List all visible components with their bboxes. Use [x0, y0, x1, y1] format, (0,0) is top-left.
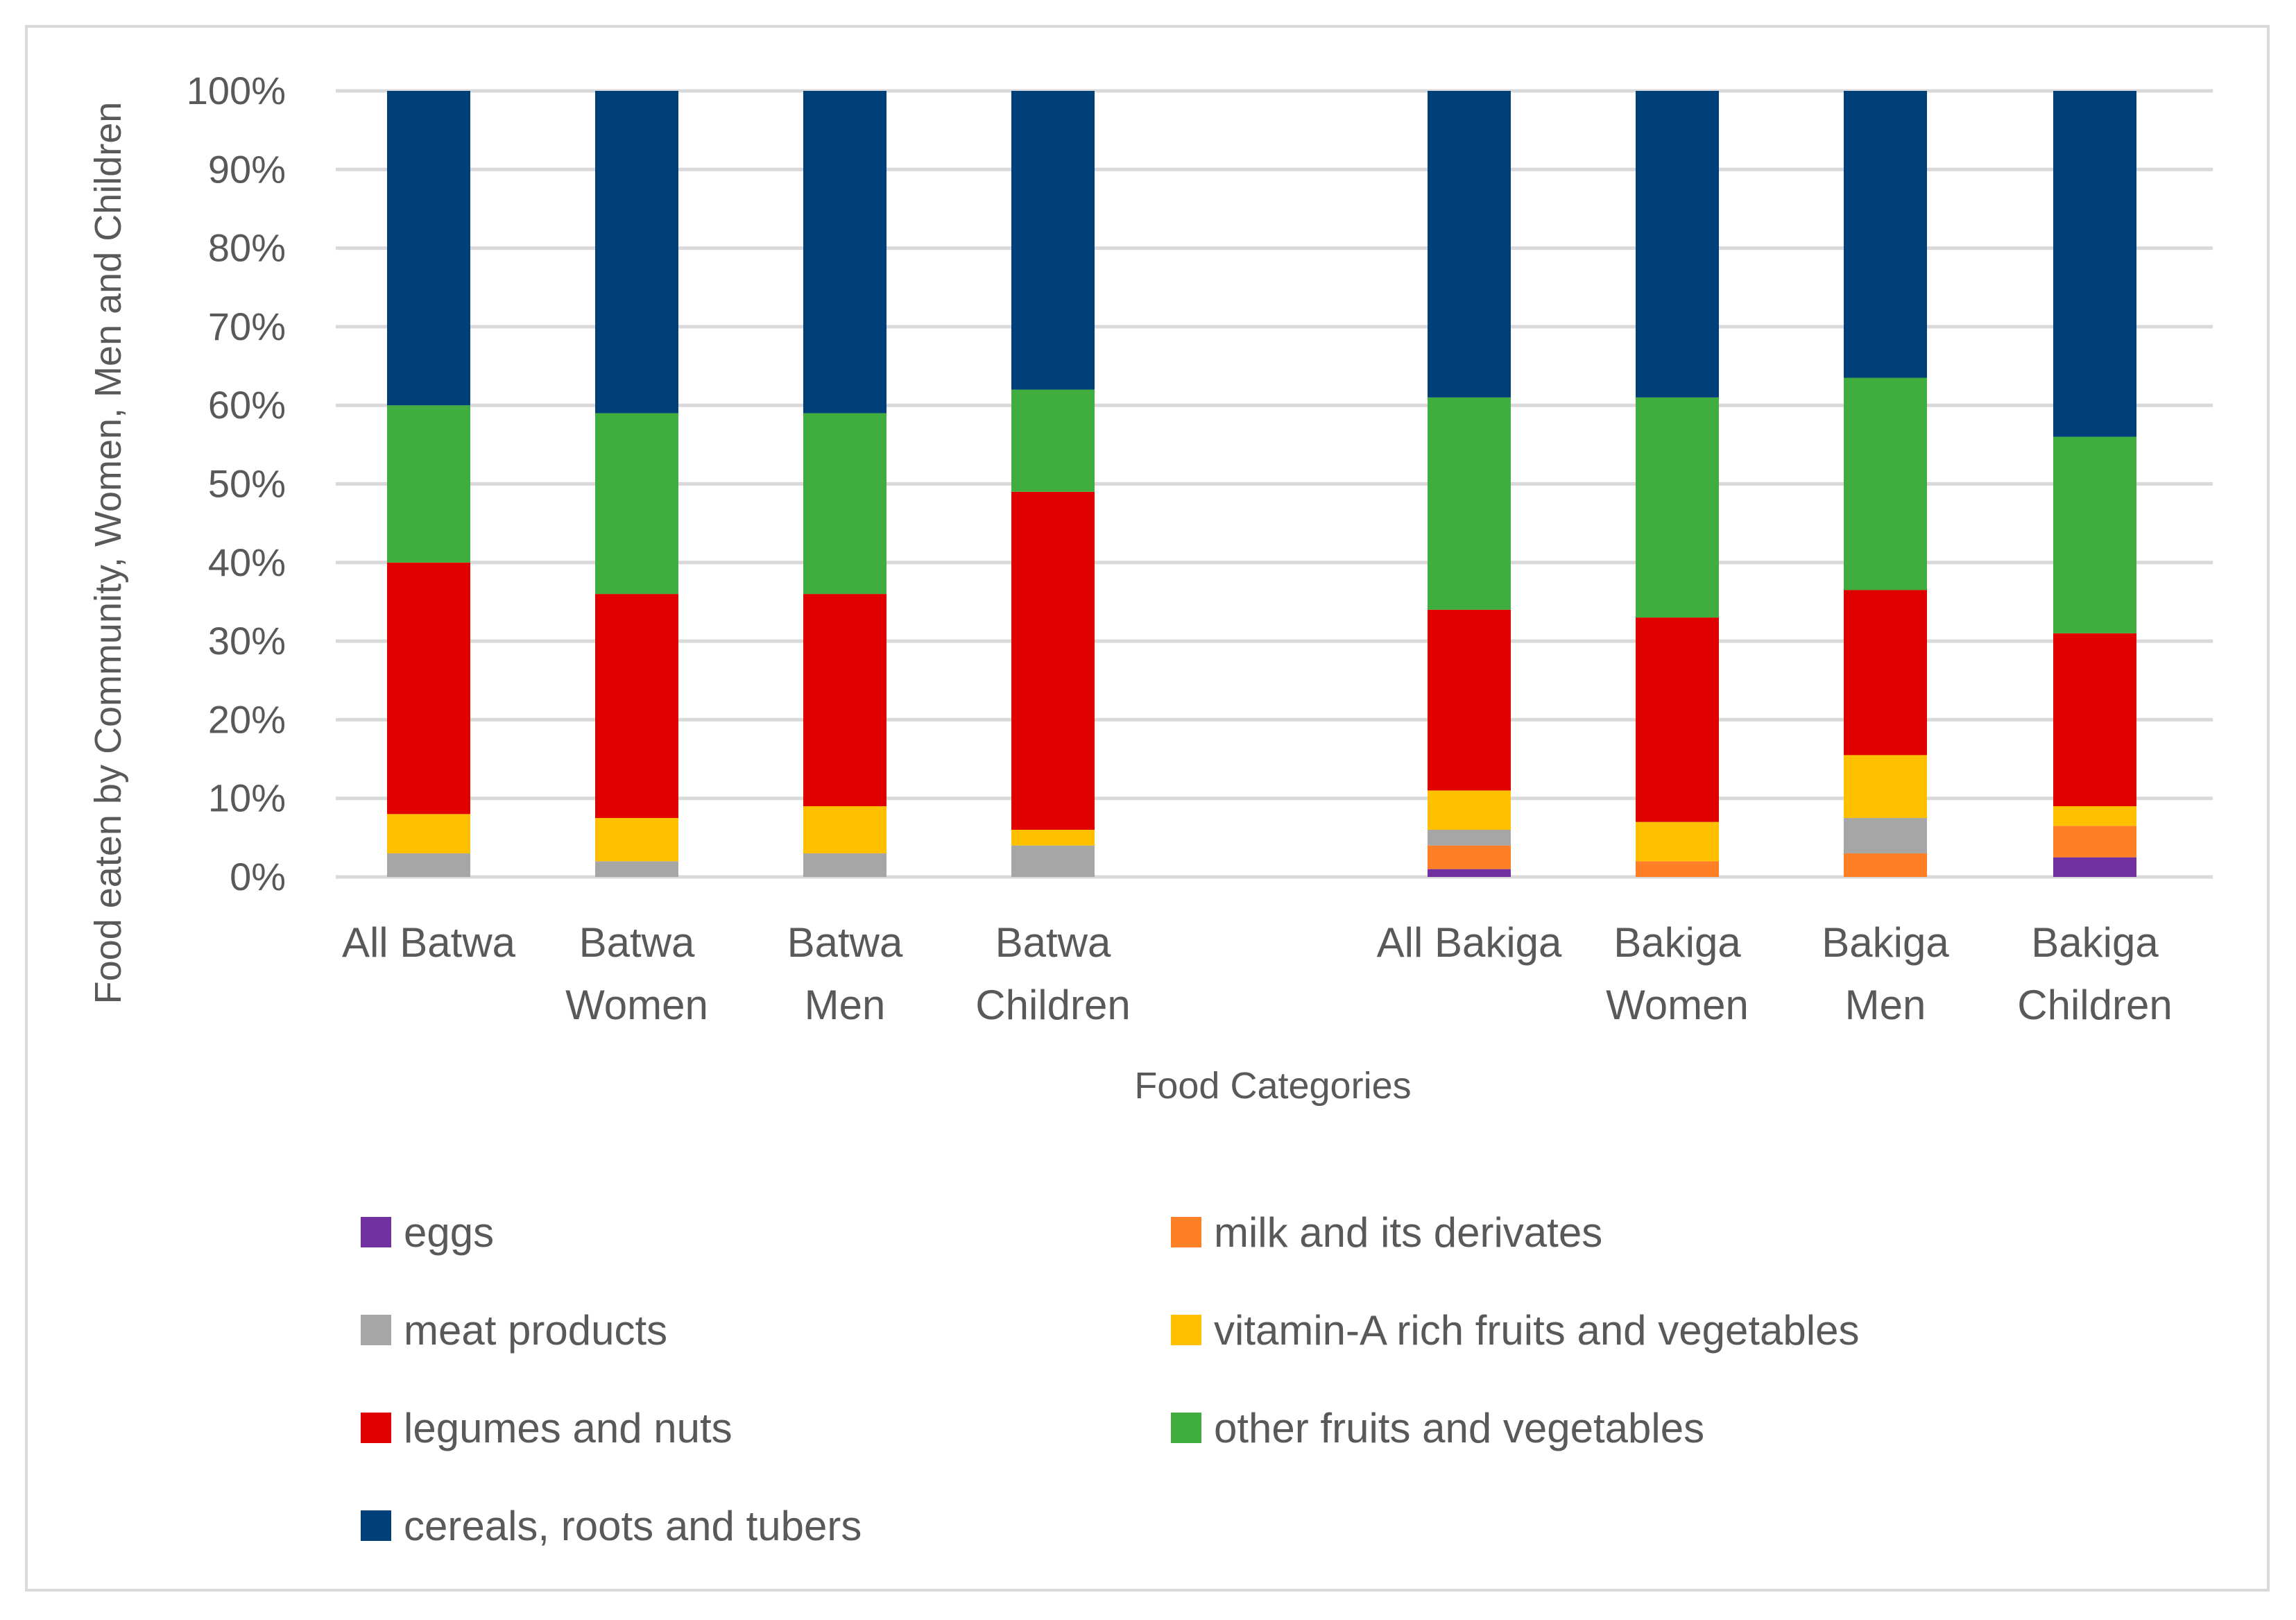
bar-segment — [2053, 91, 2136, 437]
x-tick-label: Women — [1606, 982, 1749, 1028]
legend-label: meat products — [404, 1307, 667, 1354]
bar-segment — [387, 853, 470, 877]
y-tick-label: 90% — [208, 147, 286, 191]
legend-swatch — [361, 1217, 391, 1247]
legend-swatch — [361, 1413, 391, 1443]
chart-frame: 0% 10% 20% 30% 40% 50% 60% 70% 80% 90% 100% All Ba… — [25, 25, 2270, 1592]
y-tick-label: 10% — [208, 776, 286, 820]
bar-segment — [1428, 845, 1511, 869]
legend: eggs milk and its derivates meat products v… — [361, 1209, 1859, 1549]
bar-segment — [1428, 609, 1511, 791]
x-tick-label: Bakiga — [1613, 919, 1741, 966]
y-tick-label: 70% — [208, 305, 286, 348]
x-tick-label: Women — [565, 982, 708, 1028]
y-tick-label: 50% — [208, 462, 286, 506]
bar-segment — [595, 413, 678, 595]
stacked-bar-chart: 0% 10% 20% 30% 40% 50% 60% 70% 80% 90% 100% All Ba… — [87, 69, 2213, 1549]
bar-segment — [1011, 389, 1095, 492]
bar-segment — [1844, 377, 1927, 590]
x-tick-label: Bakiga — [1822, 919, 1949, 966]
x-tick-label: All Bakiga — [1377, 919, 1562, 966]
bar-segment — [1844, 755, 1927, 819]
legend-swatch — [1171, 1315, 1201, 1345]
bar-segment — [1011, 491, 1095, 830]
bar-segment — [387, 91, 470, 406]
x-tick-label: Men — [1845, 982, 1926, 1028]
bar-segment — [1636, 617, 1719, 822]
bar-segment — [1844, 590, 1927, 756]
bar-segment — [1428, 830, 1511, 846]
x-tick-label: Men — [805, 982, 886, 1028]
y-tick-label: 0% — [230, 855, 286, 898]
y-tick-labels: 0% 10% 20% 30% 40% 50% 60% 70% 80% 90% 100% — [187, 69, 286, 898]
y-tick-label: 60% — [208, 383, 286, 427]
bar-segment — [595, 861, 678, 877]
y-tick-label: 80% — [208, 226, 286, 270]
bar-segment — [1844, 818, 1927, 854]
bar-segment — [1011, 91, 1095, 390]
bar-segment — [1844, 91, 1927, 378]
bar-segment — [2053, 436, 2136, 633]
legend-swatch — [1171, 1217, 1201, 1247]
bar-segment — [2053, 826, 2136, 858]
y-tick-label: 30% — [208, 619, 286, 663]
x-tick-label: Children — [2017, 982, 2172, 1028]
y-tick-label: 40% — [208, 540, 286, 584]
bar-segment — [1428, 869, 1511, 877]
x-tick-label: All Batwa — [342, 919, 516, 966]
bar-segment — [1428, 790, 1511, 830]
bar-segment — [1011, 830, 1095, 846]
bar-segment — [1636, 397, 1719, 618]
bar-segment — [1428, 91, 1511, 398]
bar-segment — [595, 594, 678, 819]
x-tick-label: Children — [975, 982, 1130, 1028]
bar-segment — [1636, 821, 1719, 862]
x-tick-label: Batwa — [579, 919, 695, 966]
legend-label: milk and its derivates — [1214, 1209, 1602, 1256]
x-tick-labels: All Batwa Batwa Women Batwa Men Batwa Children… — [342, 919, 2173, 1028]
legend-label: other fruits and vegetables — [1214, 1405, 1704, 1451]
bars — [387, 91, 2136, 877]
bar-segment — [1844, 853, 1927, 877]
y-axis-label: Food eaten by Community, Women, Men and … — [87, 102, 129, 1005]
bar-segment — [2053, 857, 2136, 877]
y-tick-label: 100% — [187, 69, 286, 112]
bar-segment — [595, 91, 678, 413]
bar-segment — [1636, 91, 1719, 398]
bar-segment — [1011, 845, 1095, 877]
legend-label: cereals, roots and tubers — [404, 1503, 862, 1549]
x-tick-label: Bakiga — [2031, 919, 2159, 966]
legend-label: eggs — [404, 1209, 494, 1256]
legend-swatch — [1171, 1413, 1201, 1443]
legend-label: vitamin-A rich fruits and vegetables — [1214, 1307, 1859, 1354]
bar-segment — [2053, 806, 2136, 826]
bar-segment — [387, 814, 470, 854]
bar-segment — [1428, 397, 1511, 610]
legend-swatch — [361, 1510, 391, 1541]
bar-segment — [2053, 633, 2136, 807]
bar-segment — [803, 806, 886, 854]
bar-segment — [803, 91, 886, 413]
legend-label: legumes and nuts — [404, 1405, 733, 1451]
bar-segment — [803, 594, 886, 807]
x-axis-label: Food Categories — [1134, 1065, 1411, 1107]
bar-segment — [595, 818, 678, 862]
y-tick-label: 20% — [208, 697, 286, 741]
bar-segment — [387, 562, 470, 815]
legend-swatch — [361, 1315, 391, 1345]
x-tick-label: Batwa — [995, 919, 1111, 966]
bar-segment — [803, 853, 886, 877]
bar-segment — [803, 413, 886, 595]
bar-segment — [1636, 861, 1719, 877]
x-tick-label: Batwa — [787, 919, 903, 966]
bar-segment — [387, 405, 470, 563]
